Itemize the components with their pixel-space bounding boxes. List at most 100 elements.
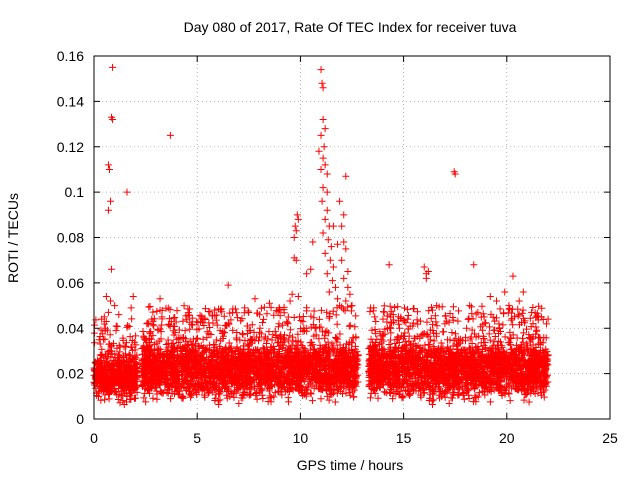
y-tick-label: 0.1 [65, 184, 85, 200]
data-point [103, 376, 111, 384]
y-tick-label: 0.12 [57, 139, 84, 155]
data-point [325, 396, 333, 404]
y-tick-label: 0.04 [57, 320, 84, 336]
data-point [130, 361, 138, 369]
data-point [233, 309, 241, 317]
data-point [290, 314, 298, 322]
data-point [96, 333, 104, 341]
data-point [263, 310, 271, 318]
data-point [366, 394, 374, 402]
data-point [115, 341, 123, 349]
x-axis-label: GPS time / hours [297, 457, 404, 473]
data-point [239, 331, 247, 339]
x-tick-label: 10 [293, 430, 309, 446]
data-point [274, 323, 282, 331]
data-point [120, 400, 128, 408]
data-point [332, 335, 340, 343]
data-point [166, 315, 174, 323]
data-point [109, 339, 117, 347]
data-point [97, 351, 105, 359]
data-point [109, 373, 117, 381]
data-point [317, 323, 325, 331]
data-point [266, 394, 274, 402]
data-point [113, 323, 121, 331]
data-point [171, 313, 179, 321]
data-point [260, 315, 268, 323]
x-tick-label: 15 [396, 430, 412, 446]
data-point [216, 396, 224, 404]
data-point [97, 326, 105, 334]
data-point [100, 366, 108, 374]
data-point [107, 343, 115, 351]
data-point [310, 307, 318, 315]
data-point [122, 379, 130, 387]
data-point [102, 354, 110, 362]
data-point [465, 395, 473, 402]
data-point [126, 389, 134, 397]
axis-ticks: 0 5 10 15 20 2500.020.040.060.080.10.120.140.… [57, 48, 618, 446]
data-point [149, 394, 157, 402]
data-point [164, 336, 172, 344]
data-point [346, 321, 354, 329]
data-point [162, 341, 170, 349]
data-point [114, 354, 122, 362]
data-point [315, 315, 323, 323]
x-tick-label: 0 [90, 430, 98, 446]
data-point [124, 322, 132, 330]
data-point [352, 312, 360, 320]
data-point [131, 353, 139, 361]
data-point [123, 354, 131, 362]
data-point [173, 307, 181, 315]
data-point [166, 306, 174, 314]
data-point [110, 388, 118, 396]
data-point [119, 334, 127, 342]
data-point [131, 368, 139, 376]
data-point [99, 365, 107, 373]
data-point [91, 339, 99, 347]
data-point [255, 337, 263, 345]
data-point [340, 305, 348, 313]
data-point [128, 336, 136, 344]
y-axis-label: ROTI / TECUs [5, 193, 21, 283]
data-point [103, 387, 111, 395]
data-point [244, 307, 252, 315]
y-tick-label: 0.06 [57, 275, 84, 291]
data-point [308, 397, 316, 405]
data-point [149, 320, 157, 328]
data-point [114, 395, 122, 403]
data-point [331, 398, 339, 406]
data-point [119, 397, 127, 405]
data-point [116, 343, 124, 351]
data-point [385, 341, 393, 349]
data-point [490, 338, 498, 346]
data-point [105, 382, 113, 390]
data-point [128, 315, 136, 323]
data-point [112, 370, 120, 378]
data-point [233, 314, 241, 322]
x-tick-label: 25 [602, 430, 618, 446]
data-point [318, 306, 326, 314]
data-point [285, 398, 293, 406]
data-point [248, 321, 256, 329]
data-point [498, 342, 506, 350]
data-point [131, 380, 139, 388]
data-point [333, 320, 341, 328]
data-point [129, 346, 137, 354]
data-point [101, 396, 109, 404]
data-point [236, 336, 244, 344]
data-point [105, 395, 113, 403]
x-tick-label: 5 [193, 430, 201, 446]
data-point [253, 395, 261, 403]
data-point [251, 384, 259, 392]
data-point [132, 358, 140, 366]
y-tick-label: 0.02 [57, 366, 84, 382]
data-point [192, 335, 200, 343]
data-point [311, 324, 319, 332]
data-points [90, 63, 552, 408]
data-point [97, 396, 105, 404]
data-point [145, 303, 153, 311]
data-point [132, 369, 140, 377]
data-point [102, 318, 110, 326]
data-point [142, 398, 150, 406]
